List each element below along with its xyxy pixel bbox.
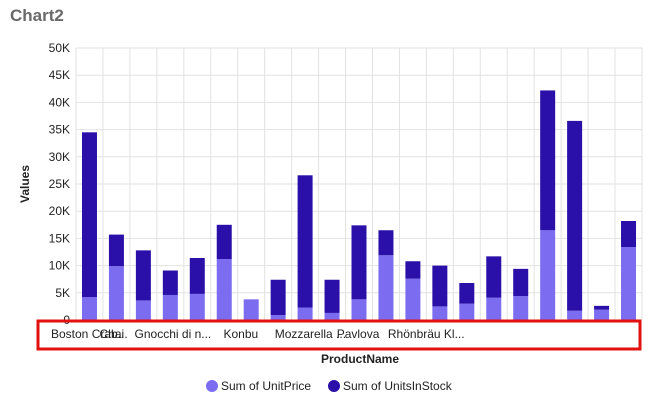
bar-unitsinstock — [135, 250, 151, 301]
bar-unitsinstock — [81, 132, 97, 298]
bar-unitprice — [324, 312, 340, 320]
bar-unitsinstock — [189, 257, 205, 294]
bar-unitprice — [351, 299, 367, 320]
x-tick-label: Gnocchi di n... — [135, 327, 212, 341]
y-tick-label: 15K — [49, 231, 70, 245]
bar-unitprice — [567, 310, 583, 320]
y-tick-label: 30K — [49, 150, 70, 164]
y-tick-label: 10K — [49, 259, 70, 273]
bar-unitsinstock — [108, 234, 124, 267]
bar-unitprice — [162, 294, 178, 320]
bar-unitsinstock — [162, 270, 178, 295]
y-tick-label: 35K — [49, 123, 70, 137]
y-tick-label: 5K — [55, 286, 70, 300]
bar-unitsinstock — [486, 256, 502, 298]
bar-unitprice — [216, 259, 232, 320]
bar-unitprice — [270, 315, 286, 320]
bar-unitsinstock — [216, 224, 232, 260]
bar-unitsinstock — [405, 261, 421, 279]
bar-unitsinstock — [270, 279, 286, 316]
bar-unitprice — [621, 247, 637, 320]
x-tick-label: Konbu — [223, 327, 258, 341]
bar-unitprice — [135, 300, 151, 320]
bar-unitprice — [297, 307, 313, 320]
y-tick-label: 50K — [49, 41, 70, 55]
bar-unitprice — [81, 297, 97, 320]
x-tick-label: Rhönbräu Kl... — [388, 327, 465, 341]
bar-unitprice — [108, 266, 124, 320]
bar-unitprice — [540, 230, 556, 320]
bar-unitprice — [189, 293, 205, 320]
y-tick-label: 40K — [49, 95, 70, 109]
x-tick-label: Boston Crab... — [51, 327, 128, 341]
bar-unitsinstock — [594, 305, 610, 310]
bar-unitprice — [459, 303, 475, 320]
legend-marker — [328, 380, 340, 392]
y-tick-label: 45K — [49, 68, 70, 82]
bar-unitsinstock — [513, 268, 529, 297]
y-tick-label: 25K — [49, 177, 70, 191]
bar-unitprice — [378, 255, 394, 320]
legend-marker — [206, 380, 218, 392]
chart-title: Chart2 — [10, 6, 64, 25]
bar-unitprice — [243, 299, 259, 320]
bar-unitsinstock — [567, 120, 583, 311]
bar-unitsinstock — [297, 175, 313, 308]
highlight-box — [36, 319, 642, 351]
bar-unitsinstock — [351, 225, 367, 300]
y-axis-title: Values — [18, 165, 32, 203]
bar-unitsinstock — [324, 279, 340, 313]
legend-label: Sum of UnitsInStock — [343, 379, 453, 393]
x-axis-title: ProductName — [321, 352, 399, 366]
bar-unitprice — [594, 309, 610, 320]
bar-unitprice — [486, 297, 502, 320]
x-tick-label: Mozzarella ... — [275, 327, 346, 341]
legend-label: Sum of UnitPrice — [221, 379, 311, 393]
bar-unitprice — [513, 296, 529, 320]
y-tick-label: 20K — [49, 204, 70, 218]
bar-unitsinstock — [459, 283, 475, 304]
bar-unitsinstock — [621, 220, 637, 248]
bar-unitsinstock — [432, 265, 448, 307]
x-tick-label: Pavlova — [337, 327, 380, 341]
x-tick-label: Chai — [100, 327, 125, 341]
bar-unitsinstock — [540, 90, 556, 231]
bar-unitsinstock — [378, 230, 394, 256]
bar-unitprice — [432, 306, 448, 320]
bar-unitprice — [405, 278, 421, 320]
